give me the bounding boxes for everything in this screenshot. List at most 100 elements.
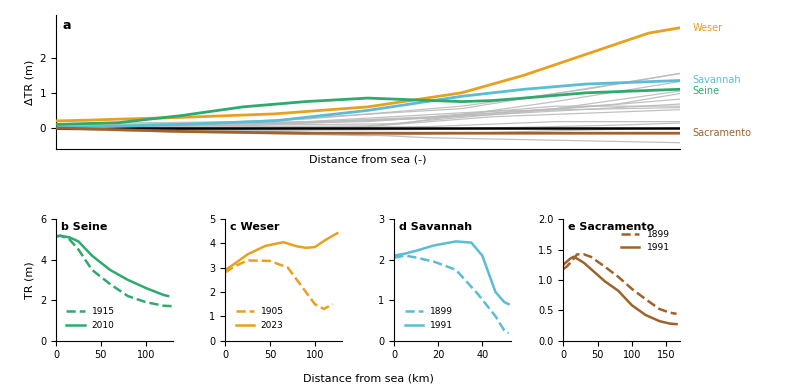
1899 [390, 255, 399, 260]
2010 [141, 286, 150, 290]
1899 [499, 328, 509, 333]
Text: Sacramento: Sacramento [693, 128, 751, 138]
1991 [641, 313, 650, 317]
2023 [292, 244, 302, 249]
1991 [600, 279, 610, 283]
Line: 1991: 1991 [563, 257, 677, 324]
Legend: 1915, 2010: 1915, 2010 [63, 304, 118, 334]
1905 [220, 270, 230, 275]
1905 [301, 290, 310, 295]
1899 [672, 312, 682, 316]
1905 [310, 302, 320, 307]
1915 [51, 234, 61, 239]
Line: 2023: 2023 [225, 233, 338, 270]
1991 [566, 256, 575, 261]
2023 [261, 243, 270, 248]
1899 [490, 314, 500, 319]
1899 [566, 260, 575, 265]
1991 [401, 251, 410, 256]
Legend: 1899, 1991: 1899, 1991 [401, 304, 457, 334]
1899 [627, 287, 637, 291]
2010 [105, 267, 114, 272]
Text: Distance from sea (km): Distance from sea (km) [302, 373, 434, 383]
1991 [478, 253, 487, 258]
1899 [411, 255, 421, 260]
1991 [569, 255, 578, 259]
2010 [65, 235, 74, 240]
2010 [51, 234, 61, 239]
1991 [411, 248, 421, 253]
1899 [654, 307, 664, 311]
1899 [569, 256, 578, 261]
2023 [310, 245, 320, 249]
1991 [654, 319, 664, 324]
1899 [562, 264, 571, 269]
1991 [579, 260, 589, 265]
2023 [319, 239, 329, 243]
1905 [265, 259, 274, 263]
Line: 2010: 2010 [56, 236, 168, 296]
1915 [105, 282, 114, 286]
Text: a: a [62, 19, 70, 33]
1905 [230, 264, 239, 269]
1899 [572, 252, 582, 257]
Text: b Seine: b Seine [61, 222, 107, 231]
1991 [562, 259, 571, 264]
Legend: 1899, 1991: 1899, 1991 [618, 226, 673, 256]
1899 [473, 292, 482, 296]
2023 [328, 233, 338, 238]
1915 [56, 233, 66, 238]
2010 [159, 293, 169, 297]
1915 [141, 300, 150, 305]
Line: 1991: 1991 [394, 241, 509, 304]
1991 [672, 322, 682, 327]
1915 [123, 294, 133, 298]
1915 [87, 267, 97, 272]
1899 [579, 252, 589, 257]
2010 [56, 233, 66, 238]
1915 [168, 304, 178, 308]
X-axis label: Distance from sea (-): Distance from sea (-) [310, 154, 426, 164]
1991 [429, 243, 438, 248]
1991 [466, 240, 476, 245]
1991 [504, 302, 514, 307]
Y-axis label: ΔTR (m): ΔTR (m) [24, 60, 34, 105]
1991 [586, 267, 596, 271]
2023 [220, 268, 230, 272]
Line: 1899: 1899 [563, 254, 677, 314]
Line: 1899: 1899 [394, 255, 509, 333]
Line: 1915: 1915 [56, 236, 173, 306]
1905 [319, 307, 329, 311]
1915 [65, 237, 74, 242]
1991 [390, 253, 399, 258]
Text: Seine: Seine [693, 86, 720, 96]
1899 [451, 267, 461, 272]
Legend: 1905, 2023: 1905, 2023 [232, 304, 287, 334]
1991 [451, 239, 461, 244]
1899 [600, 264, 610, 269]
1915 [74, 247, 83, 252]
1991 [499, 300, 509, 305]
2010 [123, 277, 133, 282]
1905 [328, 302, 338, 307]
2023 [230, 262, 239, 266]
1991 [627, 303, 637, 308]
1991 [572, 256, 582, 261]
Text: Weser: Weser [693, 23, 722, 33]
1899 [429, 259, 438, 264]
2023 [301, 245, 310, 250]
Text: e Sacramento: e Sacramento [568, 222, 654, 231]
1899 [641, 297, 650, 301]
2023 [278, 240, 288, 245]
2010 [87, 253, 97, 258]
1991 [490, 290, 500, 295]
1991 [614, 288, 623, 293]
Text: d Savannah: d Savannah [399, 222, 472, 231]
1899 [401, 253, 410, 258]
Line: 1905: 1905 [225, 260, 333, 309]
2023 [242, 252, 252, 257]
Text: Savannah: Savannah [693, 75, 741, 86]
1991 [665, 321, 674, 326]
1899 [586, 255, 596, 259]
1899 [614, 274, 623, 279]
